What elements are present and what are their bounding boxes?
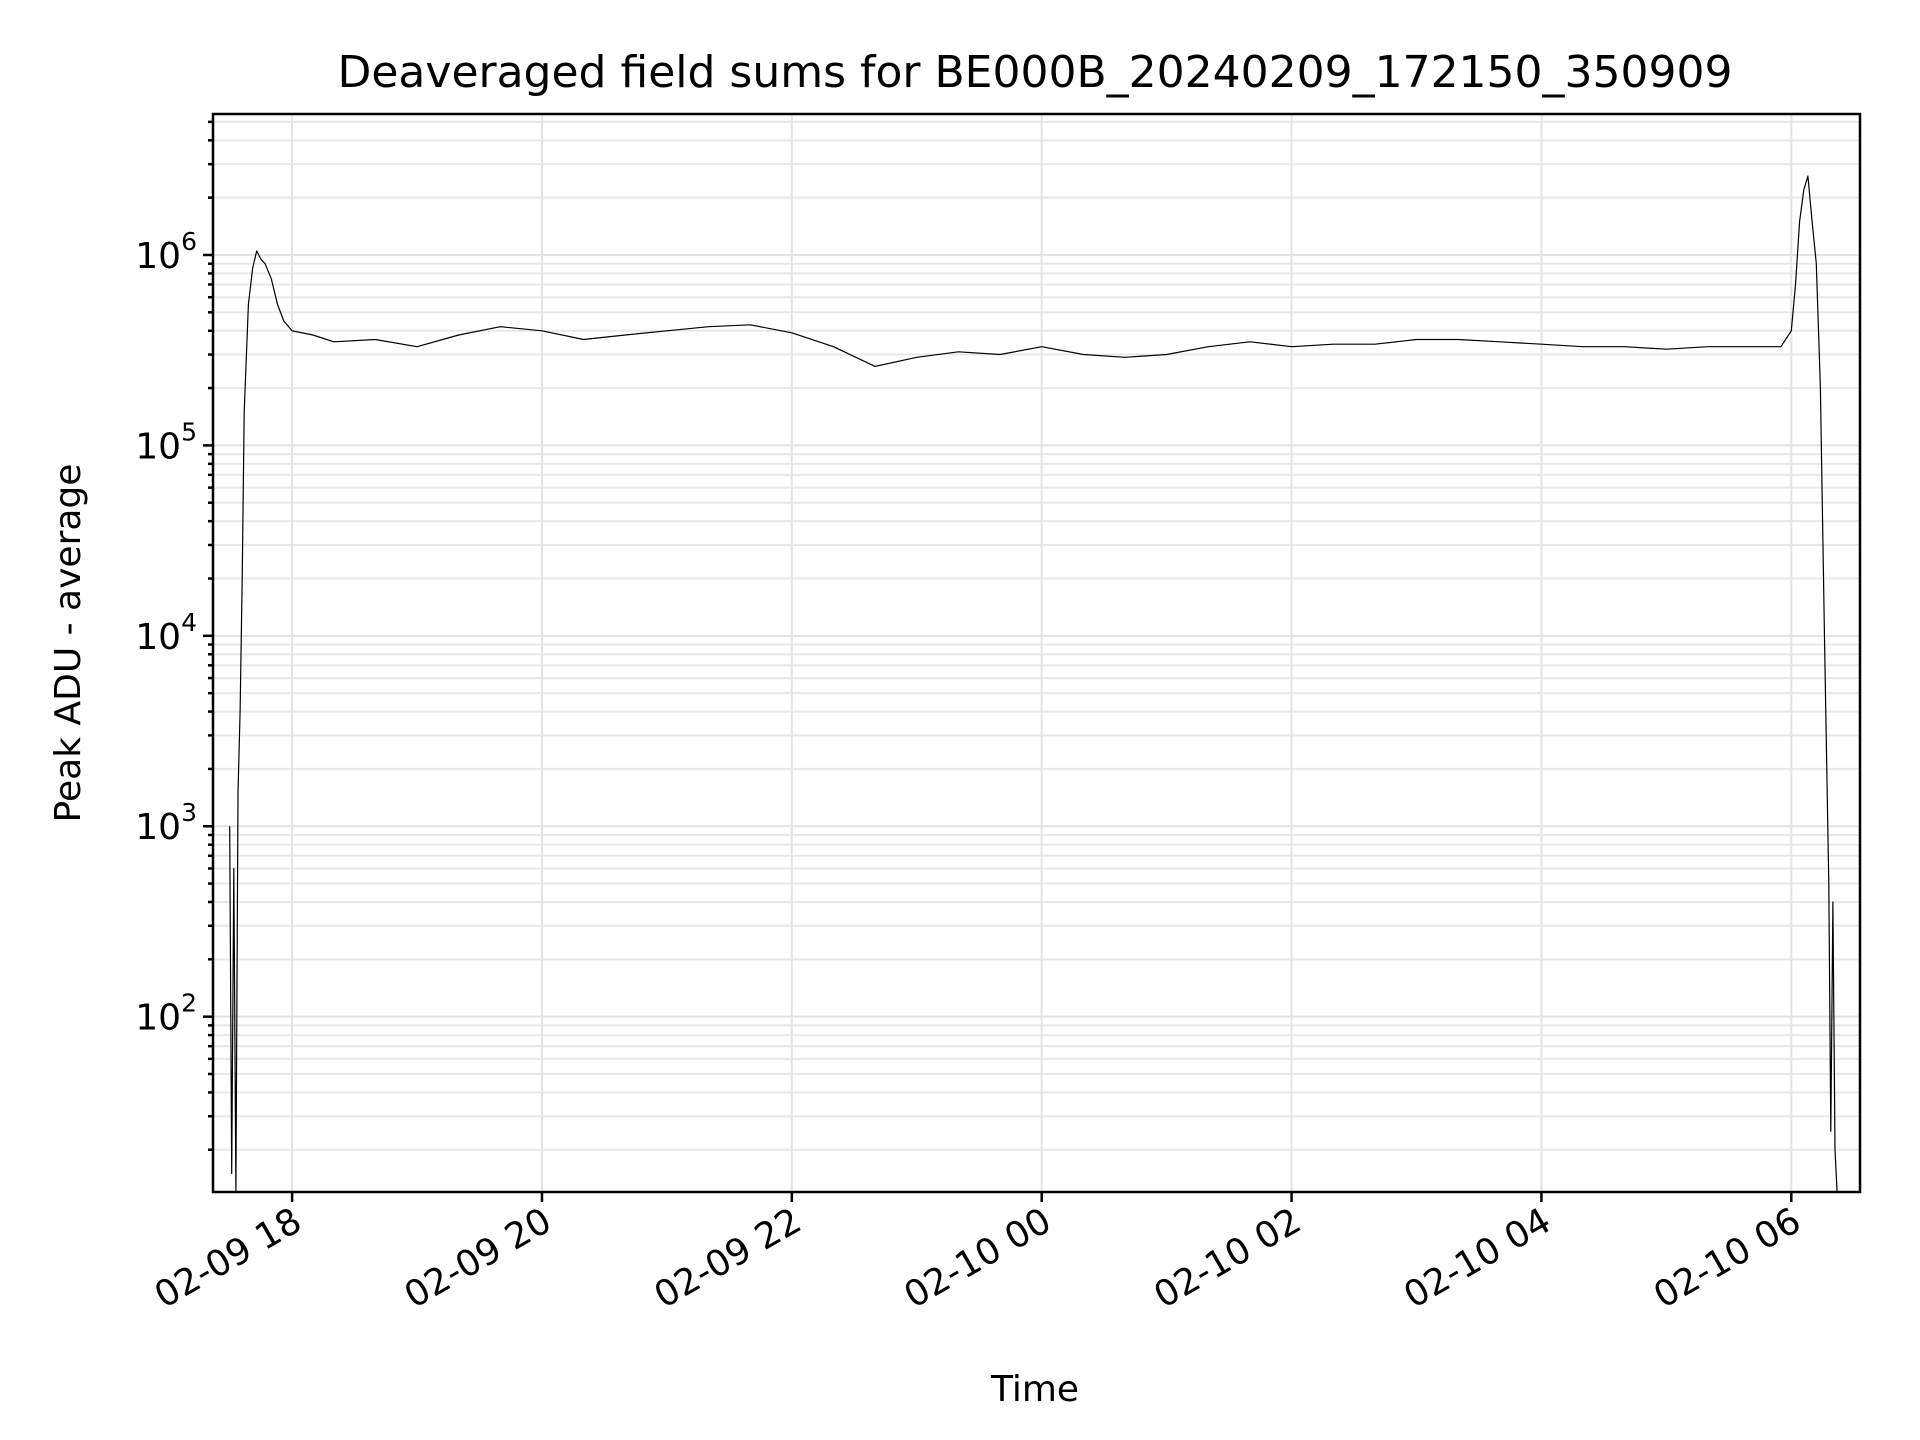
y-axis-label: Peak ADU - average (48, 464, 89, 823)
y-tick-exponent: 5 (181, 417, 197, 446)
y-tick-exponent: 4 (181, 608, 197, 637)
y-tick-label: 105 (135, 417, 197, 467)
grid (213, 114, 1860, 1192)
y-tick-base: 10 (135, 807, 181, 848)
y-tick-label: 102 (135, 989, 197, 1039)
y-tick-label: 104 (135, 608, 197, 658)
y-tick-label: 106 (135, 227, 197, 277)
series-layer (229, 175, 1838, 1192)
x-axis-label: Time (990, 1369, 1079, 1410)
chart-title: Deaveraged field sums for BE000B_2024020… (337, 47, 1732, 98)
y-tick-base: 10 (135, 998, 181, 1039)
y-tick-exponent: 3 (181, 798, 197, 827)
plot-frame (211, 112, 1862, 1194)
y-tick-exponent: 2 (181, 989, 197, 1018)
y-tick-base: 10 (135, 617, 181, 658)
series-line (229, 175, 1838, 1192)
y-tick-base: 10 (135, 426, 181, 467)
y-tick-exponent: 6 (181, 227, 197, 256)
y-tick-base: 10 (135, 236, 181, 277)
y-tick-label: 103 (135, 798, 197, 848)
